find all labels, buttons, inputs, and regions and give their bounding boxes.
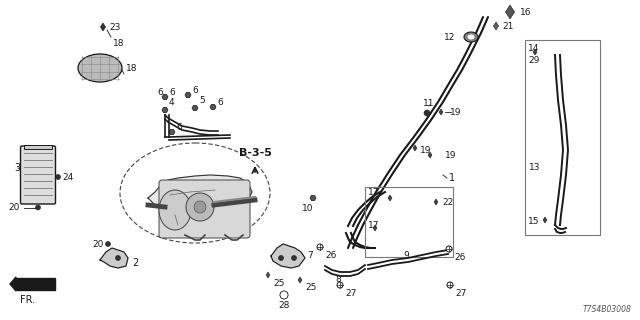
Text: 6: 6: [192, 85, 198, 94]
Circle shape: [56, 174, 61, 180]
Text: 26: 26: [454, 252, 465, 261]
Polygon shape: [413, 145, 417, 151]
Polygon shape: [493, 22, 499, 30]
Polygon shape: [162, 108, 168, 113]
Text: 25: 25: [273, 278, 284, 287]
Text: 13: 13: [529, 163, 541, 172]
Text: 8: 8: [335, 276, 341, 284]
Ellipse shape: [78, 54, 122, 82]
Polygon shape: [16, 278, 55, 290]
Text: 28: 28: [278, 300, 290, 309]
Polygon shape: [434, 199, 438, 205]
Polygon shape: [271, 244, 305, 268]
Text: 6: 6: [176, 123, 182, 132]
Polygon shape: [162, 94, 168, 100]
Text: 19: 19: [450, 108, 461, 116]
Circle shape: [115, 255, 120, 260]
Text: 7: 7: [307, 252, 313, 260]
Polygon shape: [388, 195, 392, 201]
Polygon shape: [428, 152, 432, 158]
Circle shape: [424, 110, 430, 116]
Text: FR.: FR.: [20, 295, 35, 305]
Bar: [525, 40, 600, 235]
Polygon shape: [100, 23, 106, 31]
Polygon shape: [533, 49, 537, 55]
Polygon shape: [185, 92, 191, 98]
Text: 22: 22: [442, 197, 453, 206]
Text: 27: 27: [455, 289, 467, 298]
Text: 19: 19: [420, 146, 431, 155]
Polygon shape: [210, 104, 216, 109]
Circle shape: [282, 293, 286, 297]
Bar: [365, 187, 453, 257]
Text: 27: 27: [345, 289, 356, 298]
Text: 6: 6: [169, 87, 175, 97]
Polygon shape: [439, 109, 443, 115]
Bar: [24, 145, 52, 148]
Text: T7S4B03008: T7S4B03008: [583, 305, 632, 314]
Polygon shape: [169, 129, 175, 135]
Text: 5: 5: [199, 95, 205, 105]
Text: 1: 1: [449, 173, 455, 183]
Text: B-3-5: B-3-5: [239, 148, 271, 158]
Text: 9: 9: [403, 252, 409, 260]
FancyBboxPatch shape: [159, 180, 250, 238]
Text: 18: 18: [126, 63, 138, 73]
Text: 24: 24: [62, 172, 73, 181]
Polygon shape: [148, 175, 252, 215]
Circle shape: [278, 255, 284, 260]
Polygon shape: [10, 277, 16, 291]
Text: 29: 29: [528, 55, 540, 65]
Text: 23: 23: [109, 22, 120, 31]
Polygon shape: [373, 225, 377, 231]
Text: 25: 25: [305, 284, 316, 292]
Polygon shape: [100, 248, 128, 268]
Text: 4: 4: [169, 98, 175, 107]
Text: 18: 18: [113, 38, 125, 47]
Circle shape: [280, 291, 288, 299]
Polygon shape: [310, 196, 316, 201]
Circle shape: [317, 244, 323, 250]
Circle shape: [280, 291, 288, 299]
Text: 11: 11: [423, 99, 435, 108]
Text: 10: 10: [302, 204, 314, 212]
Polygon shape: [266, 272, 270, 278]
Text: 17: 17: [368, 220, 380, 229]
Polygon shape: [506, 5, 515, 19]
Circle shape: [35, 205, 40, 210]
Polygon shape: [543, 217, 547, 223]
Circle shape: [446, 246, 452, 252]
Text: 6: 6: [157, 87, 163, 97]
Text: 12: 12: [444, 33, 455, 42]
Ellipse shape: [159, 190, 191, 230]
Polygon shape: [192, 105, 198, 111]
Circle shape: [106, 242, 111, 246]
Text: 15: 15: [528, 217, 540, 226]
FancyBboxPatch shape: [20, 146, 56, 204]
Text: 19: 19: [445, 150, 456, 159]
Ellipse shape: [464, 32, 478, 42]
Circle shape: [337, 282, 343, 288]
Text: 14: 14: [528, 44, 540, 52]
Circle shape: [291, 255, 296, 260]
Text: 26: 26: [325, 251, 337, 260]
Text: 16: 16: [520, 7, 531, 17]
Polygon shape: [298, 277, 302, 283]
Ellipse shape: [467, 34, 475, 40]
Text: 20: 20: [93, 239, 104, 249]
Circle shape: [186, 193, 214, 221]
Circle shape: [447, 282, 453, 288]
Text: 6: 6: [217, 98, 223, 107]
Text: 21: 21: [502, 21, 513, 30]
Text: 3: 3: [14, 163, 20, 173]
Text: 20: 20: [8, 203, 20, 212]
Text: 17: 17: [368, 188, 380, 196]
Text: 2: 2: [132, 258, 138, 268]
Circle shape: [194, 201, 206, 213]
